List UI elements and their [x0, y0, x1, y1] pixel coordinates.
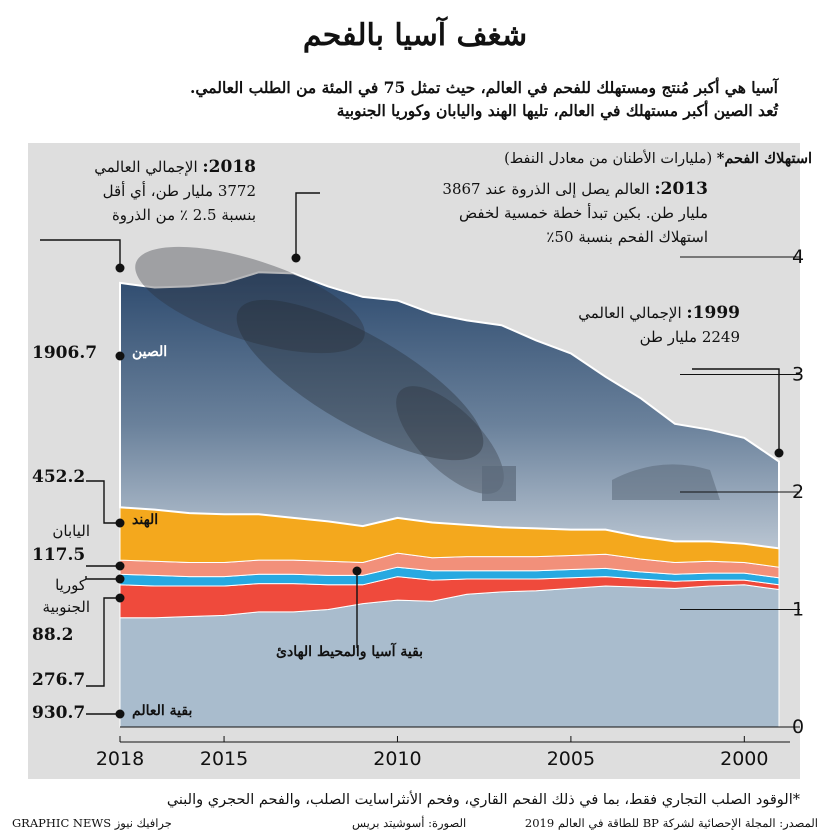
subtitle-line-1: آسيا هي أكبر مُنتج ومستهلك للفحم في العا…	[189, 78, 778, 97]
dot-1999-total	[774, 448, 784, 458]
value-korea: 88.2	[32, 625, 74, 645]
dot-rest-asia-inner	[352, 566, 362, 576]
subtitle-line-2: تُعد الصين أكبر مستهلك في العالم، تليها …	[336, 101, 778, 120]
smoke-plume	[135, 246, 720, 501]
label-korea-1: كوريا	[55, 576, 86, 594]
x-tick-label: 2018	[96, 748, 144, 770]
x-tick-label: 2015	[200, 748, 248, 770]
photo-credit: الصورة: أسوشيتد بريس	[352, 816, 467, 830]
value-rest-world: 930.7	[32, 703, 86, 723]
label-india: الهند	[132, 512, 159, 528]
source: المصدر: المجلة الإحصائية لشركة BP للطاقة…	[524, 816, 818, 830]
value-rest-asia: 276.7	[32, 670, 86, 690]
dot-2013-total	[291, 253, 301, 263]
x-tick-label: 2005	[547, 748, 595, 770]
x-tick-label: 2000	[720, 748, 768, 770]
annotation-2013: 2013: العالم يصل إلى الذروة عند 3867 ملي…	[442, 179, 708, 246]
footnote: *الوقود الصلب التجاري فقط، بما في ذلك ال…	[166, 792, 800, 808]
y-tick-label: 0	[792, 716, 804, 738]
dot-2018-total	[115, 263, 125, 273]
annotation-1999: 1999: الإجمالي العالمي 2249 مليار طن	[578, 303, 740, 346]
dot-rest-asia	[115, 593, 125, 603]
label-korea-2: الجنوبية	[42, 598, 90, 616]
label-rest-world: بقية العالم	[132, 703, 193, 719]
y-tick-label: 1	[792, 599, 804, 621]
chart-title: شغف آسيا بالفحم	[302, 18, 528, 53]
label-china: الصين	[132, 344, 168, 360]
axis-title: استهلاك الفحم* (مليارات الأطنان من معادل…	[504, 150, 812, 167]
y-tick-label: 2	[792, 481, 804, 503]
label-rest-asia: بقية آسيا والمحيط الهادئ	[276, 644, 424, 660]
value-japan: 117.5	[32, 545, 86, 565]
value-india: 452.2	[32, 467, 86, 487]
y-tick-label: 4	[792, 246, 804, 268]
annotation-2018: 2018: الإجمالي العالمي 3772 مليار طن، أي…	[94, 157, 256, 224]
dot-korea	[115, 574, 125, 584]
label-japan: اليابان	[52, 522, 90, 540]
x-tick-label: 2010	[373, 748, 421, 770]
dot-japan	[115, 561, 125, 571]
dot-rest-world	[115, 709, 125, 719]
value-china: 1906.7	[32, 343, 98, 363]
dot-india	[115, 518, 125, 528]
dot-china	[115, 351, 125, 361]
brand: GRAPHIC NEWS جرافيك نيوز	[12, 816, 172, 830]
y-tick-label: 3	[792, 364, 804, 386]
